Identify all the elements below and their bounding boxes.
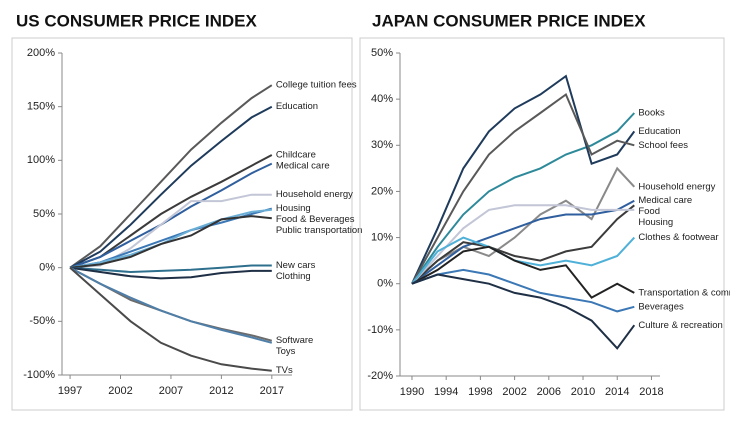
x-tick-label: 2002 <box>502 386 526 398</box>
series-label: Household energy <box>276 189 353 200</box>
series-label: TVs <box>276 365 293 376</box>
series-label: Books <box>638 108 665 119</box>
chart-title: JAPAN CONSUMER PRICE INDEX <box>372 11 646 30</box>
y-tick-label: 40% <box>371 93 393 105</box>
series-label: Clothing <box>276 271 311 282</box>
x-tick-label: 1997 <box>58 385 82 397</box>
series-line <box>411 204 635 285</box>
x-tick-label: 2018 <box>639 386 663 398</box>
series-label: Clothes & footwear <box>638 232 718 243</box>
chart-title: US CONSUMER PRICE INDEX <box>16 11 258 30</box>
series-label: Beverages <box>638 301 684 312</box>
series-label: School fees <box>638 140 688 151</box>
series-line <box>411 92 635 285</box>
series-line <box>411 204 635 285</box>
y-tick-label: 200% <box>27 47 55 59</box>
series-line <box>69 105 273 269</box>
x-tick-label: 1998 <box>468 386 492 398</box>
series-line <box>69 162 273 269</box>
x-tick-label: 2012 <box>209 385 233 397</box>
series-label: Childcare <box>276 149 316 160</box>
series-label: College tuition fees <box>276 80 357 91</box>
x-tick-label: 2017 <box>260 385 284 397</box>
y-tick-label: 0% <box>377 278 393 290</box>
y-tick-label: 0% <box>39 262 55 274</box>
x-tick-label: 1994 <box>434 386 458 398</box>
series-line <box>69 266 273 344</box>
y-tick-label: -20% <box>367 370 393 382</box>
series-label: Housing <box>638 217 673 228</box>
x-tick-label: 2007 <box>159 385 183 397</box>
series-label: Public transportation <box>276 225 363 236</box>
y-tick-label: 20% <box>371 185 393 197</box>
panel-border <box>11 37 353 411</box>
series-label: New cars <box>276 260 316 271</box>
series-line <box>411 245 635 299</box>
panel-border <box>359 37 725 411</box>
series-line <box>411 199 635 285</box>
series-line <box>411 74 636 285</box>
x-tick-label: 2006 <box>537 386 561 398</box>
y-tick-label: 100% <box>27 154 55 166</box>
y-tick-label: -50% <box>29 315 55 327</box>
series-label: Education <box>638 126 680 137</box>
series-label: Housing <box>276 203 311 214</box>
x-tick-label: 1990 <box>400 386 424 398</box>
series-line <box>411 166 636 285</box>
series-label: Medical care <box>276 160 330 171</box>
series-label: Household energy <box>638 181 715 192</box>
series-line <box>69 266 272 372</box>
series-label: Toys <box>276 346 296 357</box>
series-label: Education <box>276 101 318 112</box>
y-tick-label: 150% <box>27 101 55 113</box>
y-tick-label: -100% <box>23 369 55 381</box>
series-label: Food & Beverages <box>276 214 355 225</box>
series-line <box>69 208 272 269</box>
x-tick-label: 2010 <box>571 386 595 398</box>
series-line <box>411 236 636 285</box>
series-line <box>69 84 273 269</box>
series-line <box>411 112 636 285</box>
series-label: Culture & recreation <box>638 320 722 331</box>
y-tick-label: 30% <box>371 139 393 151</box>
series-line <box>411 268 635 313</box>
x-tick-label: 2014 <box>605 386 629 398</box>
series-line <box>69 215 272 269</box>
series-label: Medical care <box>638 195 692 206</box>
y-tick-label: 10% <box>371 231 393 243</box>
series-label: Transportation & communication <box>638 287 730 298</box>
y-tick-label: -10% <box>367 324 393 336</box>
x-tick-label: 2002 <box>108 385 132 397</box>
series-line <box>411 273 636 350</box>
series-line <box>70 264 272 274</box>
series-label: Food <box>638 206 660 217</box>
y-tick-label: 50% <box>371 47 393 59</box>
y-tick-label: 50% <box>33 208 55 220</box>
series-label: Software <box>276 335 314 346</box>
series-line <box>69 266 272 280</box>
